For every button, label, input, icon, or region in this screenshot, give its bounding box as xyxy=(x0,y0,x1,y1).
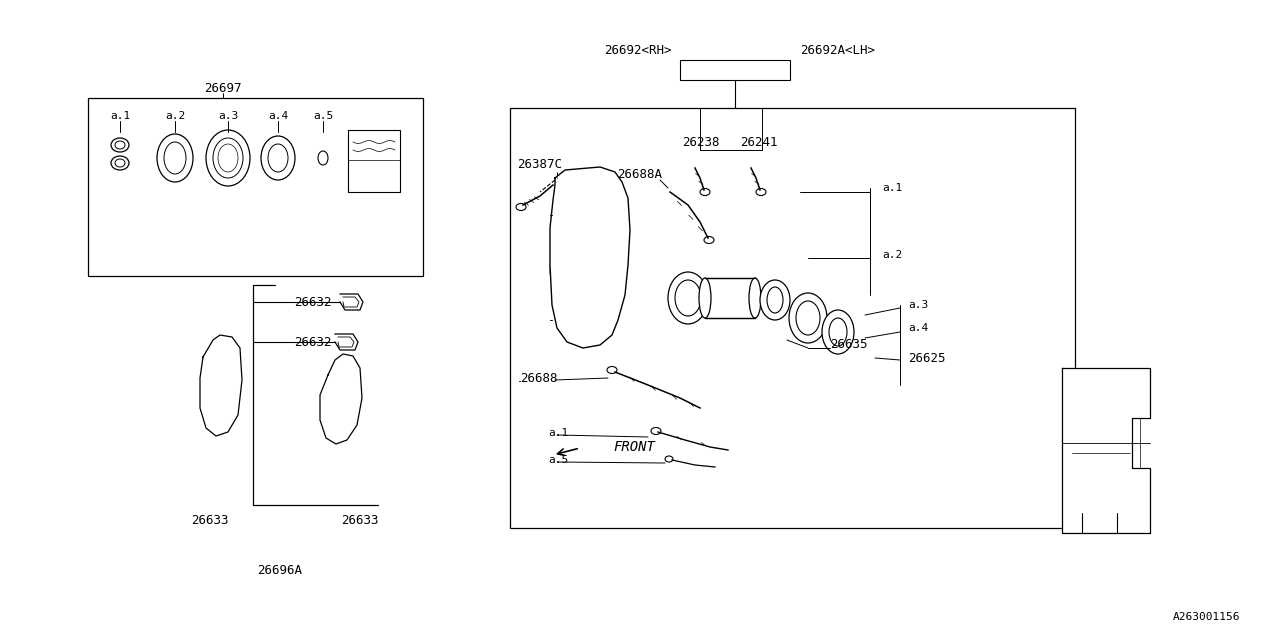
Bar xyxy=(1112,516,1130,531)
Ellipse shape xyxy=(111,156,129,170)
Ellipse shape xyxy=(212,138,243,178)
Text: 26633: 26633 xyxy=(342,513,379,527)
Ellipse shape xyxy=(111,138,129,152)
Ellipse shape xyxy=(218,144,238,172)
Text: 26688A: 26688A xyxy=(617,168,662,182)
Polygon shape xyxy=(1062,368,1149,533)
Text: FRONT: FRONT xyxy=(613,440,655,454)
Ellipse shape xyxy=(652,428,660,435)
Ellipse shape xyxy=(1084,396,1100,420)
Text: 26238: 26238 xyxy=(682,136,719,150)
Bar xyxy=(1073,378,1140,523)
Text: a.5: a.5 xyxy=(312,111,333,121)
Text: 26696A: 26696A xyxy=(257,563,302,577)
Ellipse shape xyxy=(704,237,714,243)
Ellipse shape xyxy=(1084,476,1100,500)
Ellipse shape xyxy=(829,318,847,346)
Bar xyxy=(88,98,422,276)
Text: 26241: 26241 xyxy=(740,136,777,150)
Text: a.1: a.1 xyxy=(548,428,568,438)
Ellipse shape xyxy=(760,280,790,320)
Text: a.4: a.4 xyxy=(268,111,288,121)
Ellipse shape xyxy=(607,367,617,374)
Bar xyxy=(509,108,1075,528)
Ellipse shape xyxy=(788,293,827,343)
Ellipse shape xyxy=(749,278,762,318)
Bar xyxy=(680,60,790,80)
Ellipse shape xyxy=(561,235,609,301)
Ellipse shape xyxy=(317,151,328,165)
Text: a.1: a.1 xyxy=(110,111,131,121)
Text: 26692A<LH>: 26692A<LH> xyxy=(800,44,876,56)
Text: a.2: a.2 xyxy=(165,111,186,121)
Bar xyxy=(705,278,755,318)
Text: A263001156: A263001156 xyxy=(1172,612,1240,622)
Text: a.1: a.1 xyxy=(882,183,902,193)
Text: 26692<RH>: 26692<RH> xyxy=(604,44,672,56)
Ellipse shape xyxy=(115,159,125,167)
Ellipse shape xyxy=(796,301,820,335)
Text: a.3: a.3 xyxy=(908,300,928,310)
Ellipse shape xyxy=(666,456,673,462)
Text: 26625: 26625 xyxy=(908,351,946,365)
Ellipse shape xyxy=(668,272,708,324)
Text: 26697: 26697 xyxy=(205,81,242,95)
Ellipse shape xyxy=(261,136,294,180)
Ellipse shape xyxy=(700,189,710,195)
Ellipse shape xyxy=(516,204,526,211)
Ellipse shape xyxy=(157,134,193,182)
Ellipse shape xyxy=(268,144,288,172)
Text: 26632: 26632 xyxy=(294,296,332,308)
Polygon shape xyxy=(550,167,630,348)
Ellipse shape xyxy=(164,142,186,174)
Bar xyxy=(1076,516,1094,531)
Ellipse shape xyxy=(756,189,765,195)
Text: a.3: a.3 xyxy=(218,111,238,121)
Text: 26688: 26688 xyxy=(520,371,558,385)
Ellipse shape xyxy=(115,141,125,149)
Polygon shape xyxy=(200,335,242,436)
Text: a.2: a.2 xyxy=(882,250,902,260)
Ellipse shape xyxy=(550,222,620,314)
Text: 26632: 26632 xyxy=(294,335,332,349)
Text: a.4: a.4 xyxy=(908,323,928,333)
Text: a.5: a.5 xyxy=(548,455,568,465)
Ellipse shape xyxy=(767,287,783,313)
Text: 26387C: 26387C xyxy=(517,159,562,172)
Ellipse shape xyxy=(822,310,854,354)
Text: 26633: 26633 xyxy=(191,513,229,527)
Ellipse shape xyxy=(675,280,701,316)
Text: 26635: 26635 xyxy=(829,339,868,351)
Ellipse shape xyxy=(206,130,250,186)
Ellipse shape xyxy=(699,278,710,318)
Bar xyxy=(348,130,399,192)
Polygon shape xyxy=(320,354,362,444)
